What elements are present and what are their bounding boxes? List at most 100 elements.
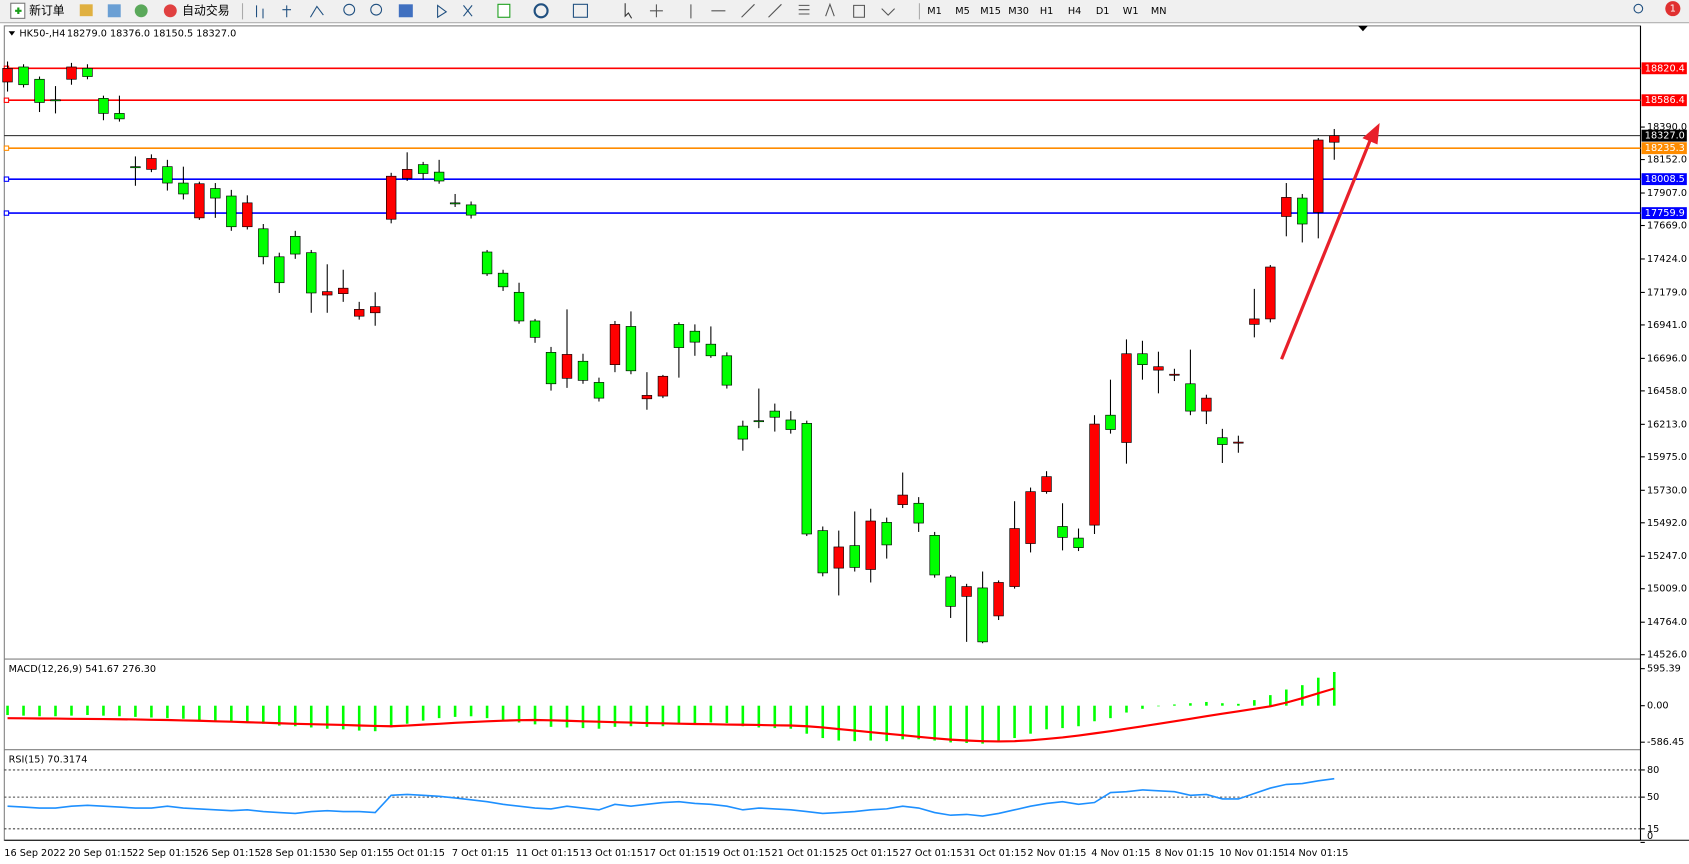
timeframe-button[interactable]: H1	[1040, 6, 1053, 17]
timeframe-button[interactable]: W1	[1123, 6, 1139, 17]
candle-body	[849, 545, 860, 568]
candle-body	[465, 204, 477, 216]
macd-bar	[1301, 685, 1304, 706]
candle-body	[1249, 318, 1260, 325]
candle-body	[705, 343, 717, 357]
x-tick-label: 31 Oct 01:15	[963, 848, 1026, 859]
macd-bar	[357, 705, 361, 731]
candle-body	[609, 324, 621, 365]
x-tick-label: 27 Oct 01:15	[899, 848, 962, 859]
x-tick-label: 17 Oct 01:15	[644, 848, 707, 859]
macd-bar	[693, 705, 697, 724]
draw-icons-2[interactable]	[825, 2, 896, 18]
timeframe-button[interactable]: MN	[1151, 6, 1167, 17]
macd-bar	[341, 705, 345, 730]
macd-bar	[581, 705, 585, 729]
timeframe-button[interactable]: M15	[980, 6, 1001, 17]
icon[interactable]	[107, 4, 121, 18]
candle-body	[322, 291, 333, 296]
macd-bar	[1285, 689, 1288, 706]
candle-body	[386, 175, 397, 220]
candle-body	[929, 535, 940, 576]
candle-body	[1329, 135, 1340, 143]
level-label: 18235.3	[1645, 143, 1685, 154]
zoom-in[interactable]	[343, 3, 356, 16]
y-tick-label: 15247.0	[1647, 551, 1687, 562]
macd-bar	[325, 705, 329, 729]
new-order-label: 新订单	[29, 3, 65, 17]
x-tick-label: 5 Oct 01:15	[388, 848, 445, 859]
candle-body	[785, 419, 796, 430]
indicator-icon[interactable]	[497, 3, 511, 18]
auto-trading-button[interactable]: 自动交易	[163, 3, 230, 18]
macd-bar	[469, 705, 473, 717]
x-tick-label: 22 Sep 01:15	[132, 848, 197, 859]
timeframe-button[interactable]: D1	[1096, 6, 1110, 17]
timeframe-button[interactable]: M30	[1008, 6, 1029, 17]
candle-body	[817, 530, 828, 574]
macd-bar	[70, 705, 73, 716]
tile-icon[interactable]	[398, 4, 413, 18]
level-box	[1641, 62, 1687, 75]
candle-body	[162, 166, 173, 184]
macd-bar	[277, 705, 281, 726]
icon[interactable]	[79, 4, 93, 17]
scroll-icons[interactable]	[437, 4, 473, 19]
macd-bar	[917, 705, 920, 740]
macd-bar	[262, 705, 265, 724]
x-tick-label: 19 Oct 01:15	[708, 848, 771, 859]
search-icon[interactable]	[1633, 3, 1644, 14]
y-tick-label: 50	[1647, 792, 1659, 803]
x-tick-label: 4 Nov 01:15	[1091, 848, 1150, 859]
candle-body	[82, 68, 93, 77]
timeframe-button[interactable]: H4	[1068, 6, 1081, 17]
cursor-icon[interactable]	[624, 3, 633, 19]
level-box	[1641, 142, 1687, 155]
zoom-out[interactable]	[370, 3, 383, 16]
period-icon[interactable]	[533, 3, 549, 19]
shift-marker	[1358, 25, 1368, 32]
y-tick-label: 595.39	[1647, 664, 1681, 675]
x-tick-label: 8 Nov 01:15	[1155, 848, 1214, 859]
x-tick-label: 14 Nov 01:15	[1283, 848, 1348, 859]
chart-type-icons[interactable]	[255, 5, 324, 19]
new-order-button[interactable]: 新订单	[10, 2, 65, 19]
candle-body	[2, 68, 13, 83]
level-box	[1641, 94, 1687, 107]
timeframe-button[interactable]: M5	[955, 6, 970, 17]
macd-bar	[837, 705, 841, 741]
macd-bar	[1109, 705, 1112, 719]
candle-body	[1121, 353, 1132, 443]
candle-body	[1281, 197, 1292, 217]
macd-bar	[869, 705, 873, 741]
macd-bar	[1061, 705, 1064, 729]
macd-bar	[885, 705, 888, 742]
auto-trading-icon	[163, 4, 177, 18]
candle-body	[146, 158, 157, 170]
macd-bar	[38, 705, 41, 717]
template-icon[interactable]	[572, 3, 588, 18]
timeframe-button[interactable]: M1	[927, 6, 942, 17]
x-tick-label: 30 Sep 01:15	[324, 848, 389, 859]
macd-bar	[965, 705, 968, 744]
macd-bar	[214, 705, 217, 721]
notification-badge[interactable]	[1665, 1, 1681, 17]
candle-body	[529, 320, 541, 338]
level-box	[1641, 173, 1687, 186]
x-tick-label: 21 Oct 01:15	[772, 848, 835, 859]
candle-body	[401, 169, 413, 179]
icon[interactable]	[134, 4, 148, 18]
candle-body	[274, 256, 285, 284]
candle-body	[945, 576, 956, 607]
macd-bar	[597, 705, 601, 729]
candle-body	[833, 546, 844, 569]
candle-body	[721, 355, 733, 386]
draw-icons[interactable]	[649, 3, 810, 19]
candle-body	[1313, 139, 1324, 213]
macd-bar	[725, 705, 729, 724]
x-tick-label: 11 Oct 01:15	[516, 848, 579, 859]
level-handle	[3, 210, 10, 216]
level-label: 18820.4	[1645, 63, 1685, 74]
x-tick-label: 25 Oct 01:15	[836, 848, 899, 859]
candle-body	[370, 306, 381, 314]
